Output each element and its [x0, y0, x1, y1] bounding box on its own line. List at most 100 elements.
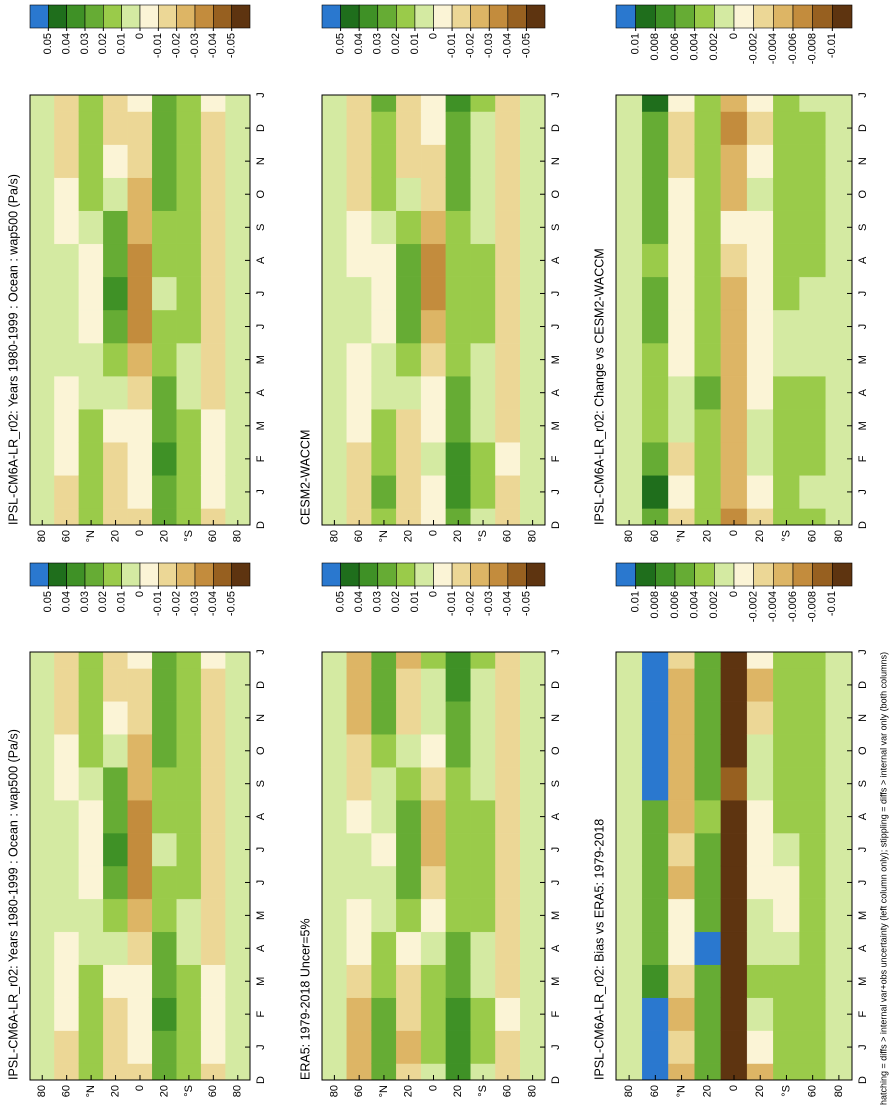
heat-cell [746, 309, 774, 344]
lat-tick-label: 60 [353, 1085, 365, 1097]
colorbar-label: 0.04 [61, 591, 73, 612]
month-label: J [255, 324, 267, 330]
heat-cell [371, 210, 397, 245]
heat-cell [773, 799, 800, 834]
month-label: J [550, 92, 562, 98]
heat-cell [420, 475, 447, 509]
colorbar-box [773, 4, 794, 29]
heat-cell [470, 409, 496, 443]
heat-cell [152, 701, 177, 735]
heat-cell [420, 997, 447, 1031]
heat-cell [371, 931, 397, 965]
colorbar-label: 0.04 [353, 591, 365, 612]
heat-cell [495, 409, 521, 443]
heat-cell [642, 734, 669, 768]
heat-cell [371, 964, 397, 998]
heat-cell [694, 799, 722, 834]
heat-cell [29, 799, 55, 834]
heat-cell [103, 931, 128, 965]
heat-cell [445, 799, 471, 834]
heat-cell [176, 309, 202, 344]
heat-cell [371, 144, 397, 178]
lat-tick-label: °S [183, 530, 195, 542]
heat-cell [200, 964, 226, 998]
month-label: N [857, 714, 869, 722]
heat-cell [615, 931, 643, 965]
colorbar-box [396, 562, 416, 587]
heat-cell [470, 651, 496, 669]
heat-cell [799, 177, 826, 211]
colorbar-box [655, 562, 676, 587]
heat-cell [29, 931, 55, 965]
month-label: D [857, 521, 869, 529]
colorbar-label: -0.002 [748, 591, 760, 622]
month-label: A [857, 388, 869, 396]
heat-cell [152, 475, 177, 509]
heat-cell [103, 964, 128, 998]
heat-cell [420, 442, 447, 476]
heat-cell [495, 832, 521, 867]
heat-cell [746, 651, 774, 669]
heat-cell [495, 144, 521, 178]
heat-cell [396, 243, 422, 278]
colorbar-box [526, 4, 546, 29]
heat-cell [127, 210, 153, 245]
heat-cell [799, 668, 826, 702]
month-label: D [255, 681, 267, 689]
colorbar-label: -0.008 [807, 591, 819, 622]
heat-cell [200, 701, 226, 735]
colorbar-box [176, 562, 196, 587]
heat-cell [773, 309, 800, 344]
heat-cell [200, 1030, 226, 1064]
heat-cell [152, 964, 177, 998]
heat-cell [694, 442, 722, 476]
lat-tick-label: °N [675, 530, 687, 542]
colorbar-label: 0.008 [649, 591, 661, 619]
colorbar-box [451, 4, 471, 29]
heat-cell [694, 144, 722, 178]
heat-cell [445, 832, 471, 867]
colorbar-box [655, 4, 676, 29]
heat-cell [615, 475, 643, 509]
panel-title: ERA5: 1979-2018 Uncer=5% [298, 918, 312, 1080]
heat-cell [346, 94, 372, 112]
heat-cell [396, 210, 422, 245]
heat-cell [615, 210, 643, 245]
lat-tick-label: 0 [134, 1085, 146, 1091]
lat-tick-label: 20 [158, 1085, 170, 1097]
colorbar-label: 0.04 [61, 33, 73, 54]
heat-cell [176, 997, 202, 1031]
heat-cell [615, 409, 643, 443]
month-label: J [255, 649, 267, 655]
heat-cell [668, 442, 695, 476]
month-label: A [550, 944, 562, 952]
colorbar-box [714, 562, 735, 587]
colorbar-box [139, 562, 159, 587]
heat-cell [720, 111, 748, 145]
heat-cell [396, 799, 422, 834]
lat-tick-label: °S [780, 530, 792, 542]
heat-cell [371, 701, 397, 735]
heat-cell [642, 442, 669, 476]
heat-cell [152, 997, 177, 1031]
colorbar-box [733, 4, 754, 29]
heat-cell [642, 997, 669, 1031]
month-label: D [255, 124, 267, 132]
heat-cell [746, 342, 774, 377]
heat-cell [420, 799, 447, 834]
heat-cell [445, 1030, 471, 1064]
heat-cell [200, 342, 226, 377]
colorbar-label: -0.04 [207, 591, 219, 616]
heat-cell [29, 475, 55, 509]
heat-cell [615, 832, 643, 867]
heat-cell [746, 1030, 774, 1064]
heat-cell [746, 701, 774, 735]
colorbar-box [321, 4, 341, 29]
heat-cell [495, 475, 521, 509]
lat-tick-label: °N [85, 1085, 97, 1097]
heat-cell [346, 931, 372, 965]
lat-tick-label: 0 [427, 1085, 439, 1091]
heat-cell [103, 734, 128, 768]
month-label: J [255, 489, 267, 495]
heat-cell [746, 144, 774, 178]
